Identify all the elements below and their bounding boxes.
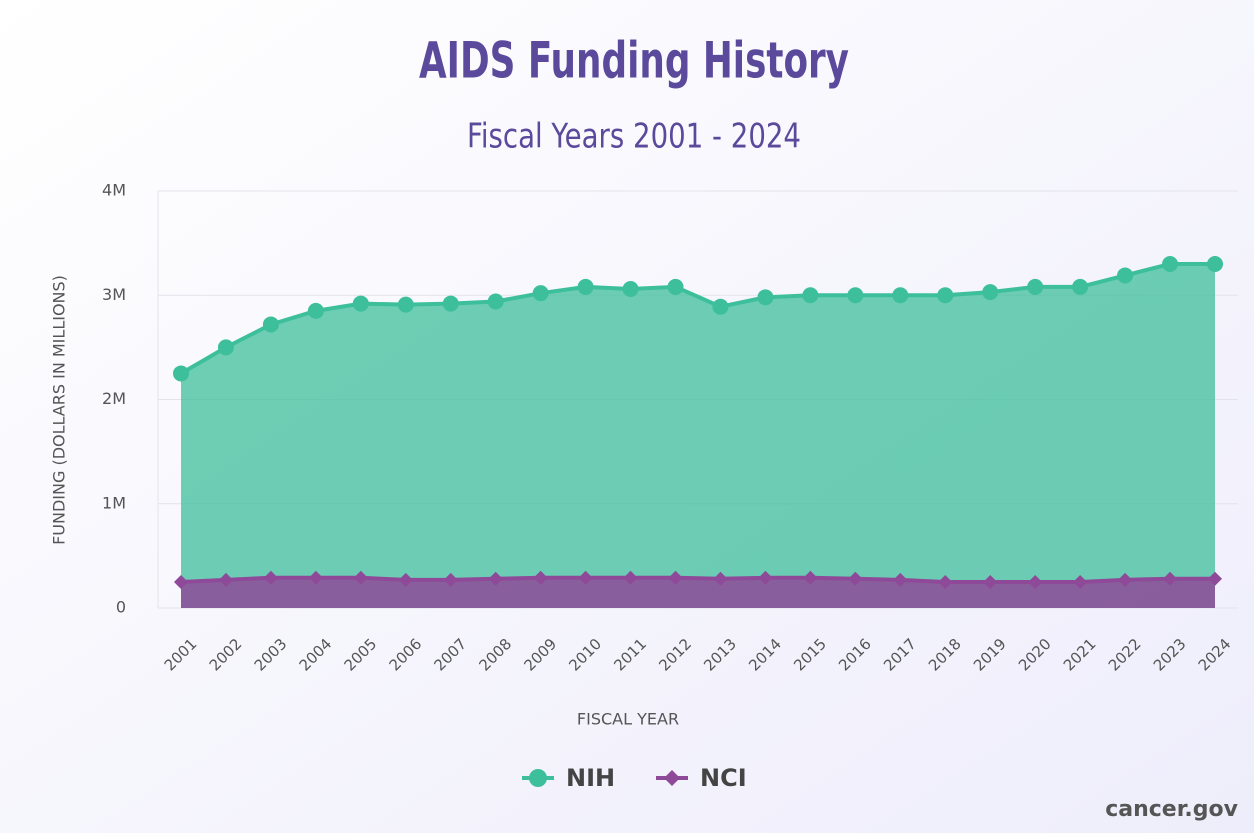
marker	[848, 571, 863, 586]
marker	[803, 570, 818, 585]
marker	[893, 572, 908, 587]
y-tick-label: 1M	[102, 493, 126, 512]
marker	[983, 574, 998, 589]
chart-title: AIDS Funding History	[419, 32, 849, 90]
marker	[937, 287, 954, 304]
marker	[174, 574, 188, 589]
marker	[892, 287, 909, 304]
marker	[938, 574, 953, 589]
marker	[712, 298, 729, 315]
marker	[667, 278, 684, 295]
source: cancer.gov	[1105, 797, 1238, 822]
marker	[217, 339, 234, 356]
marker	[533, 570, 548, 585]
chart-subtitle: Fiscal Years 2001 - 2024	[467, 117, 801, 157]
marker	[1207, 255, 1223, 272]
line	[180, 575, 1215, 584]
marker	[1028, 574, 1043, 589]
marker	[622, 280, 639, 297]
legend-label: NIH	[566, 764, 615, 792]
marker	[1208, 571, 1222, 586]
y-tick-label: 3M	[102, 285, 126, 304]
marker	[1117, 267, 1134, 284]
marker	[532, 285, 549, 302]
y-tick-label: 2M	[102, 389, 126, 408]
marker	[398, 572, 413, 587]
marker	[487, 293, 504, 310]
marker	[713, 571, 728, 586]
marker	[1027, 278, 1044, 295]
marker	[442, 295, 459, 312]
legend-label: NCI	[700, 764, 747, 792]
marker	[443, 572, 458, 587]
marker	[397, 296, 414, 313]
marker	[757, 289, 774, 306]
area	[181, 263, 1215, 608]
legend-marker	[664, 770, 680, 786]
marker	[1163, 571, 1178, 586]
marker	[577, 278, 594, 295]
marker	[307, 302, 324, 319]
marker	[1072, 278, 1089, 295]
marker	[353, 570, 368, 585]
area	[181, 577, 1215, 608]
marker	[623, 570, 638, 585]
y-axis-title: FUNDING (DOLLARS IN MILLIONS)	[50, 275, 69, 545]
marker	[982, 284, 999, 301]
marker	[488, 571, 503, 586]
y-tick-label: 4M	[102, 181, 126, 200]
marker	[802, 287, 819, 304]
marker	[1118, 572, 1133, 587]
legend-marker	[529, 769, 547, 787]
marker	[173, 365, 189, 382]
marker	[352, 295, 369, 312]
marker	[218, 572, 233, 587]
y-tick-label: 0	[116, 598, 126, 617]
marker	[847, 287, 864, 304]
marker	[1162, 255, 1179, 272]
marker	[263, 570, 278, 585]
marker	[758, 570, 773, 585]
x-axis-title: FISCAL YEAR	[577, 710, 679, 729]
marker	[308, 570, 323, 585]
marker	[1073, 574, 1088, 589]
marker	[668, 570, 683, 585]
marker	[578, 570, 593, 585]
marker	[262, 316, 279, 333]
